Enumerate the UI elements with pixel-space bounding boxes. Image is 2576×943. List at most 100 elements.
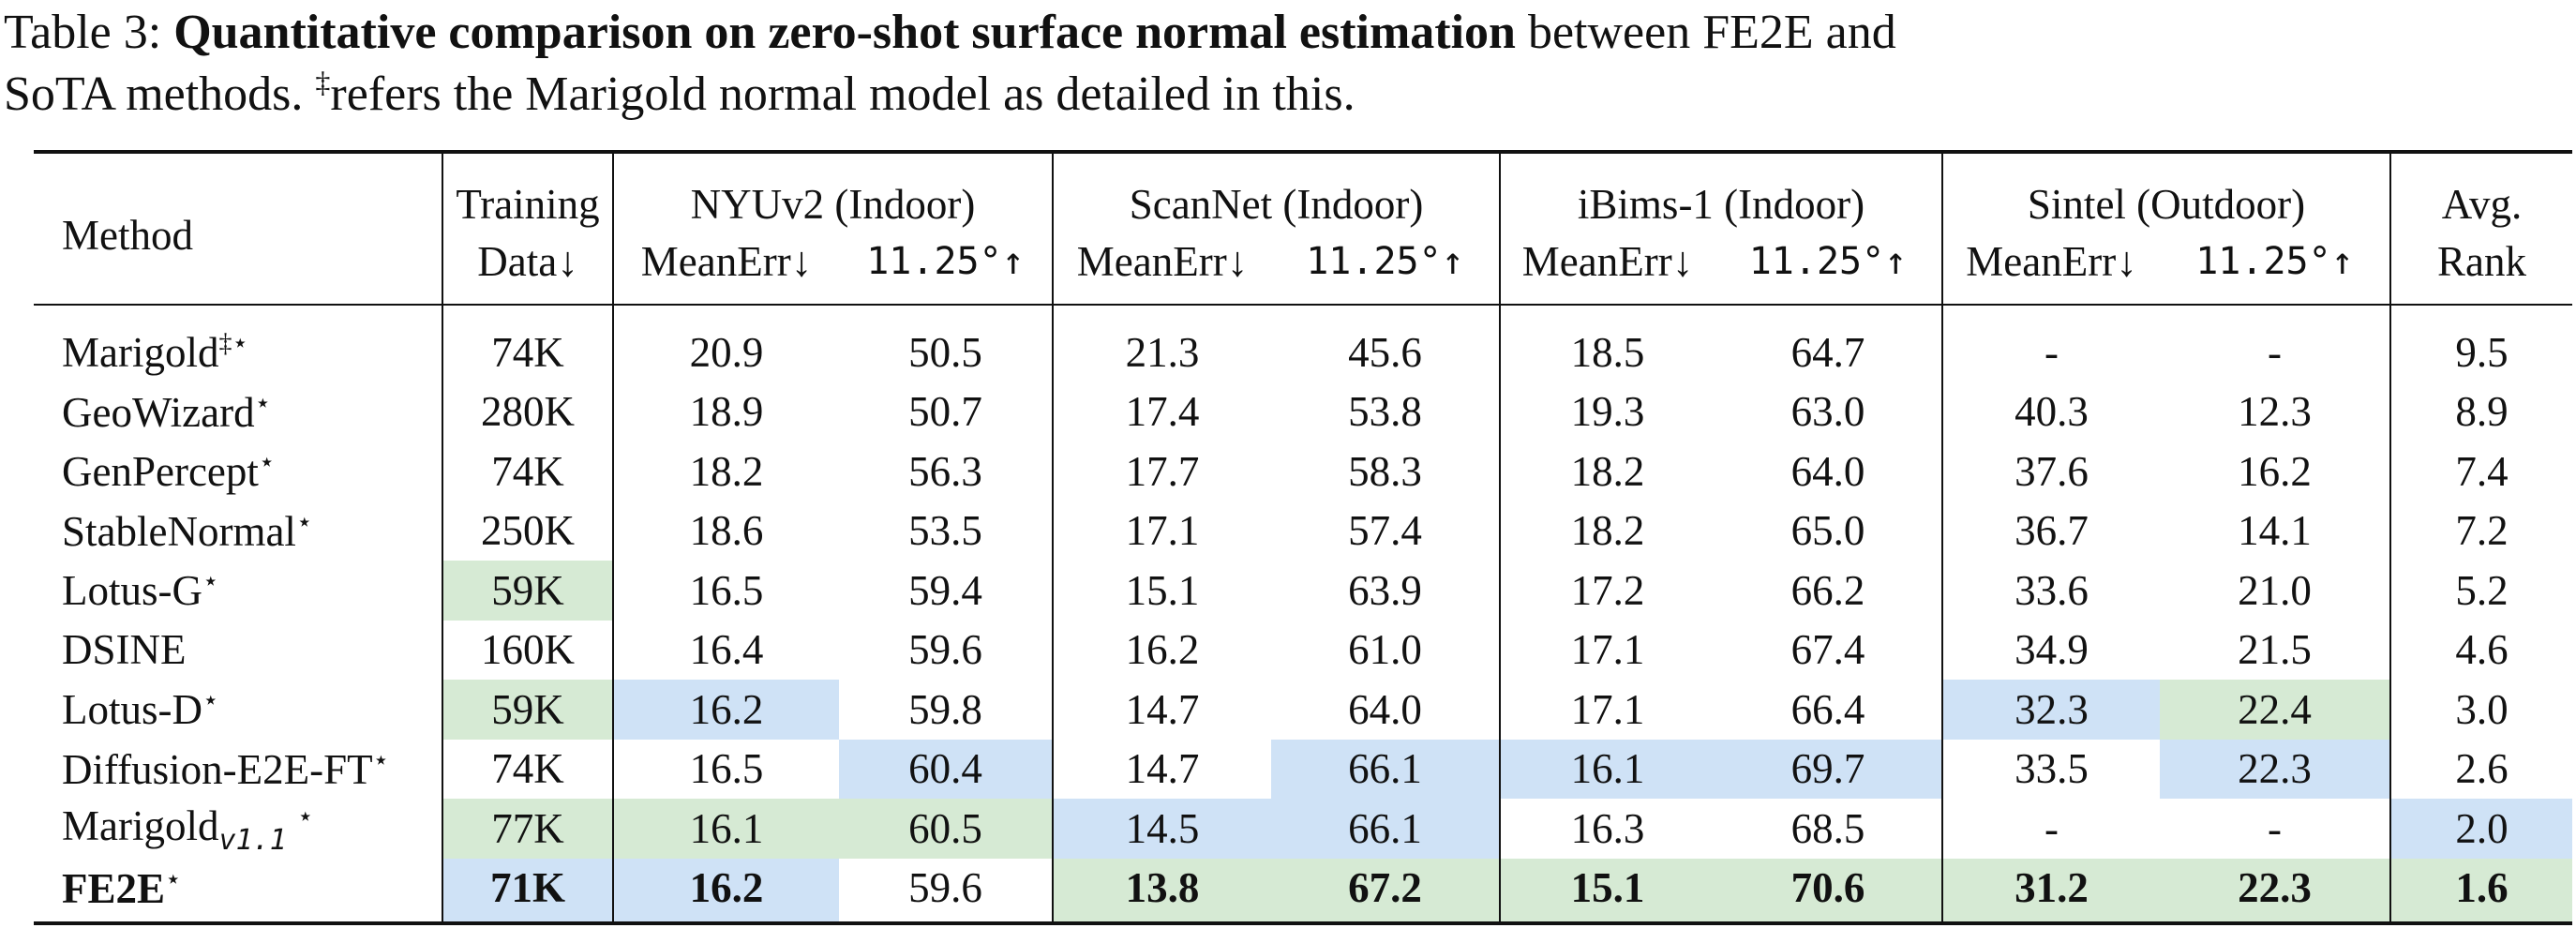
header-acc: 11.25°↑ (866, 240, 1025, 283)
method-name: Diffusion-E2E-FT (62, 745, 373, 793)
meanerr-cell: 13.8 (1052, 858, 1271, 923)
acc-cell: 63.9 (1348, 566, 1422, 614)
meanerr-cell: 17.1 (1052, 501, 1271, 561)
method-name: Marigold (62, 801, 219, 849)
training-data-cell: 74K (442, 305, 613, 382)
acc-cell: 70.6 (1715, 858, 1943, 923)
avg-rank-cell: 1.6 (2389, 858, 2573, 923)
meanerr-cell: 31.2 (1941, 858, 2161, 923)
caption-text-1: between FE2E and (1515, 6, 1896, 59)
meanerr-cell: 17.7 (1052, 442, 1271, 501)
method-subscript: v1.1 (218, 823, 287, 857)
table-row: DSINE 160K 16.4 59.6 16.2 61.0 17.1 67.4 34.9 21.… (34, 620, 2573, 680)
acc-cell: 61.0 (1348, 626, 1422, 674)
acc-cell: 59.6 (908, 864, 982, 912)
acc-cell: 69.7 (1715, 739, 1943, 799)
method-name: StableNormal (62, 507, 296, 555)
method-superscript: ⋆ (202, 567, 219, 597)
method-superscript: ⋆ (165, 864, 182, 894)
acc-cell: 66.2 (1790, 566, 1865, 614)
meanerr-cell: 18.6 (612, 501, 839, 561)
method-name: Lotus-D (62, 686, 202, 734)
meanerr-cell: 17.1 (1499, 680, 1715, 740)
acc-cell: 12.3 (2238, 388, 2312, 436)
caption-label: Table 3: (4, 6, 162, 59)
method-superscript: ‡⋆ (218, 329, 249, 359)
acc-cell: 59.8 (908, 685, 982, 733)
results-table: Method Training NYUv2 (Indoor) ScanNet (… (34, 150, 2573, 925)
method-cell: StableNormal⋆ (34, 501, 442, 561)
acc-cell: 66.1 (1271, 799, 1501, 859)
acc-cell: 63.0 (1790, 388, 1865, 436)
acc-cell: 58.3 (1348, 447, 1422, 495)
meanerr-cell: 33.5 (1941, 739, 2161, 799)
method-cell: Marigold‡⋆ (34, 305, 442, 382)
method-superscript: ⋆ (254, 388, 272, 418)
table-row: StableNormal⋆ 250K 18.6 53.5 17.1 57.4 18.2 65.… (34, 501, 2573, 561)
acc-cell: 21.0 (2238, 566, 2312, 614)
meanerr-cell: 16.1 (612, 799, 839, 859)
meanerr-cell: 18.2 (1499, 442, 1715, 501)
header-group-sintel: Sintel (Outdoor) (1941, 152, 2391, 229)
caption-text-3: refers the Marigold normal model as deta… (330, 67, 1355, 121)
acc-cell: 64.7 (1790, 328, 1865, 376)
header-rank: Rank (2389, 229, 2573, 305)
header-group-nyuv2: NYUv2 (Indoor) (612, 152, 1053, 229)
meanerr-cell: 15.1 (1499, 858, 1715, 923)
acc-cell: - (2268, 804, 2283, 852)
acc-cell: 65.0 (1790, 507, 1865, 555)
table-row: Lotus-G⋆ 59K 16.5 59.4 15.1 63.9 17.2 66.2 33.6 2… (34, 561, 2573, 621)
meanerr-cell: 32.3 (1941, 680, 2161, 740)
method-superscript: ⋆ (202, 686, 219, 716)
training-data-cell: 74K (442, 442, 613, 501)
avg-rank-cell: 8.9 (2389, 382, 2573, 442)
acc-cell: 67.4 (1790, 626, 1865, 674)
method-superscript: ⋆ (372, 745, 390, 775)
avg-rank-cell: 4.6 (2389, 620, 2573, 680)
method-superscript: ⋆ (296, 801, 314, 831)
header-method: Method (62, 212, 193, 259)
meanerr-cell: 33.6 (1941, 561, 2161, 621)
method-cell: GeoWizard⋆ (34, 382, 442, 442)
header-meanerr: MeanErr↓ (1941, 229, 2161, 305)
meanerr-cell: - (1941, 799, 2161, 859)
method-cell: Marigoldv1.1 ⋆ (34, 799, 442, 859)
table-caption: Table 3: Quantitative comparison on zero… (4, 2, 2572, 126)
training-data-cell: 71K (442, 858, 613, 923)
meanerr-cell: 40.3 (1941, 382, 2161, 442)
meanerr-cell: 18.5 (1499, 305, 1715, 382)
avg-rank-cell: 3.0 (2389, 680, 2573, 740)
meanerr-cell: 16.2 (612, 858, 839, 923)
meanerr-cell: 18.9 (612, 382, 839, 442)
acc-cell: - (2268, 328, 2283, 376)
table-body: Marigold‡⋆ 74K 20.9 50.5 21.3 45.6 18.5 64.7- -9… (34, 305, 2573, 923)
acc-cell: 53.8 (1348, 388, 1422, 436)
table-row: Marigold‡⋆ 74K 20.9 50.5 21.3 45.6 18.5 64.7- -9… (34, 305, 2573, 382)
header-avg: Avg. (2389, 152, 2573, 229)
acc-cell: 53.5 (908, 507, 982, 555)
meanerr-cell: 16.4 (612, 620, 839, 680)
meanerr-cell: 14.7 (1052, 739, 1271, 799)
acc-cell: 67.2 (1271, 858, 1501, 923)
header-training: Training (442, 152, 613, 229)
avg-rank-cell: 5.2 (2389, 561, 2573, 621)
meanerr-cell: 19.3 (1499, 382, 1715, 442)
meanerr-cell: 16.5 (612, 739, 839, 799)
acc-cell: 60.4 (839, 739, 1053, 799)
training-data-cell: 77K (442, 799, 613, 859)
acc-cell: 57.4 (1348, 507, 1422, 555)
table-row: Diffusion-E2E-FT⋆ 74K 16.5 60.4 14.7 66.1 16.1… (34, 739, 2573, 799)
header-meanerr: MeanErr↓ (1499, 229, 1715, 305)
acc-cell: 45.6 (1348, 328, 1422, 376)
caption-dagger: ‡ (315, 65, 331, 99)
acc-cell: 64.0 (1348, 685, 1422, 733)
method-cell: Lotus-D⋆ (34, 680, 442, 740)
training-data-cell: 250K (442, 501, 613, 561)
table-row: Marigoldv1.1 ⋆ 77K 16.1 60.5 14.5 66.1 16.3 68.… (34, 799, 2573, 859)
acc-cell: 59.6 (908, 626, 982, 674)
avg-rank-cell: 7.2 (2389, 501, 2573, 561)
meanerr-cell: 17.4 (1052, 382, 1271, 442)
acc-cell: 59.4 (908, 566, 982, 614)
avg-rank-cell: 2.6 (2389, 739, 2573, 799)
header-acc: 11.25°↑ (1306, 240, 1464, 283)
